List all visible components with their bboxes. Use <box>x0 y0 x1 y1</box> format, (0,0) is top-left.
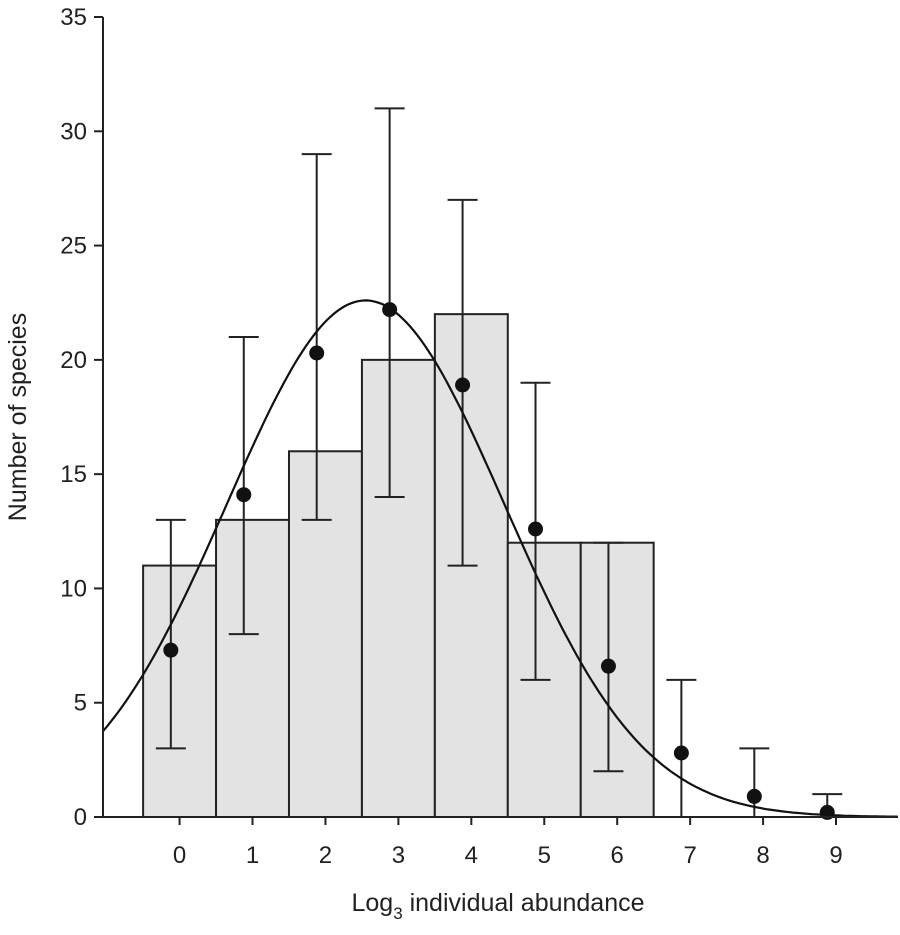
fitted-curve <box>102 299 899 818</box>
point-8 <box>746 788 762 804</box>
x-tick-label-2: 2 <box>319 842 332 869</box>
y-tick-label-5: 5 <box>74 690 87 717</box>
bar-3 <box>360 358 436 818</box>
bar-2 <box>287 450 363 818</box>
bar-0 <box>142 564 218 818</box>
x-tick-label-0: 0 <box>173 842 186 869</box>
y-tick-label-35: 35 <box>60 4 87 31</box>
x-tick-label-9: 9 <box>829 842 842 869</box>
x-axis-title-main: Log <box>351 889 393 917</box>
y-tick-label-15: 15 <box>60 461 87 488</box>
y-tick-label-20: 20 <box>60 347 87 374</box>
y-axis-title: Number of species <box>4 313 32 521</box>
x-tick-label-7: 7 <box>683 842 696 869</box>
y-tick-label-30: 30 <box>60 118 87 145</box>
point-1 <box>236 487 252 503</box>
x-tick-label-5: 5 <box>538 842 551 869</box>
point-6 <box>600 658 616 674</box>
x-tick-label-3: 3 <box>392 842 405 869</box>
point-2 <box>309 345 325 361</box>
x-tick-label-8: 8 <box>756 842 769 869</box>
point-7 <box>673 745 689 761</box>
labels-layer: 0 5 10 15 20 25 30 35 0 1 2 3 4 5 6 7 8 9 <box>60 4 842 869</box>
axes-layer <box>94 16 898 825</box>
point-4 <box>455 377 471 393</box>
point-0 <box>163 642 179 658</box>
point-3 <box>382 302 398 318</box>
x-tick-label-6: 6 <box>611 842 624 869</box>
x-axis-title-subscript: 3 <box>393 904 402 923</box>
bar-1 <box>215 518 290 818</box>
bars-layer <box>142 313 655 818</box>
x-tick-label-4: 4 <box>465 842 478 869</box>
error-bars-layer <box>155 107 843 817</box>
point-5 <box>528 521 544 537</box>
x-tick-label-1: 1 <box>246 842 259 869</box>
x-axis-title-rest: individual abundance <box>403 889 645 917</box>
y-tick-label-10: 10 <box>60 575 87 602</box>
x-axis-title: Log3 individual abundance <box>351 889 644 923</box>
y-tick-label-25: 25 <box>60 233 87 260</box>
points-layer <box>163 302 835 820</box>
y-tick-label-0: 0 <box>74 804 87 831</box>
curve-layer <box>102 299 899 818</box>
